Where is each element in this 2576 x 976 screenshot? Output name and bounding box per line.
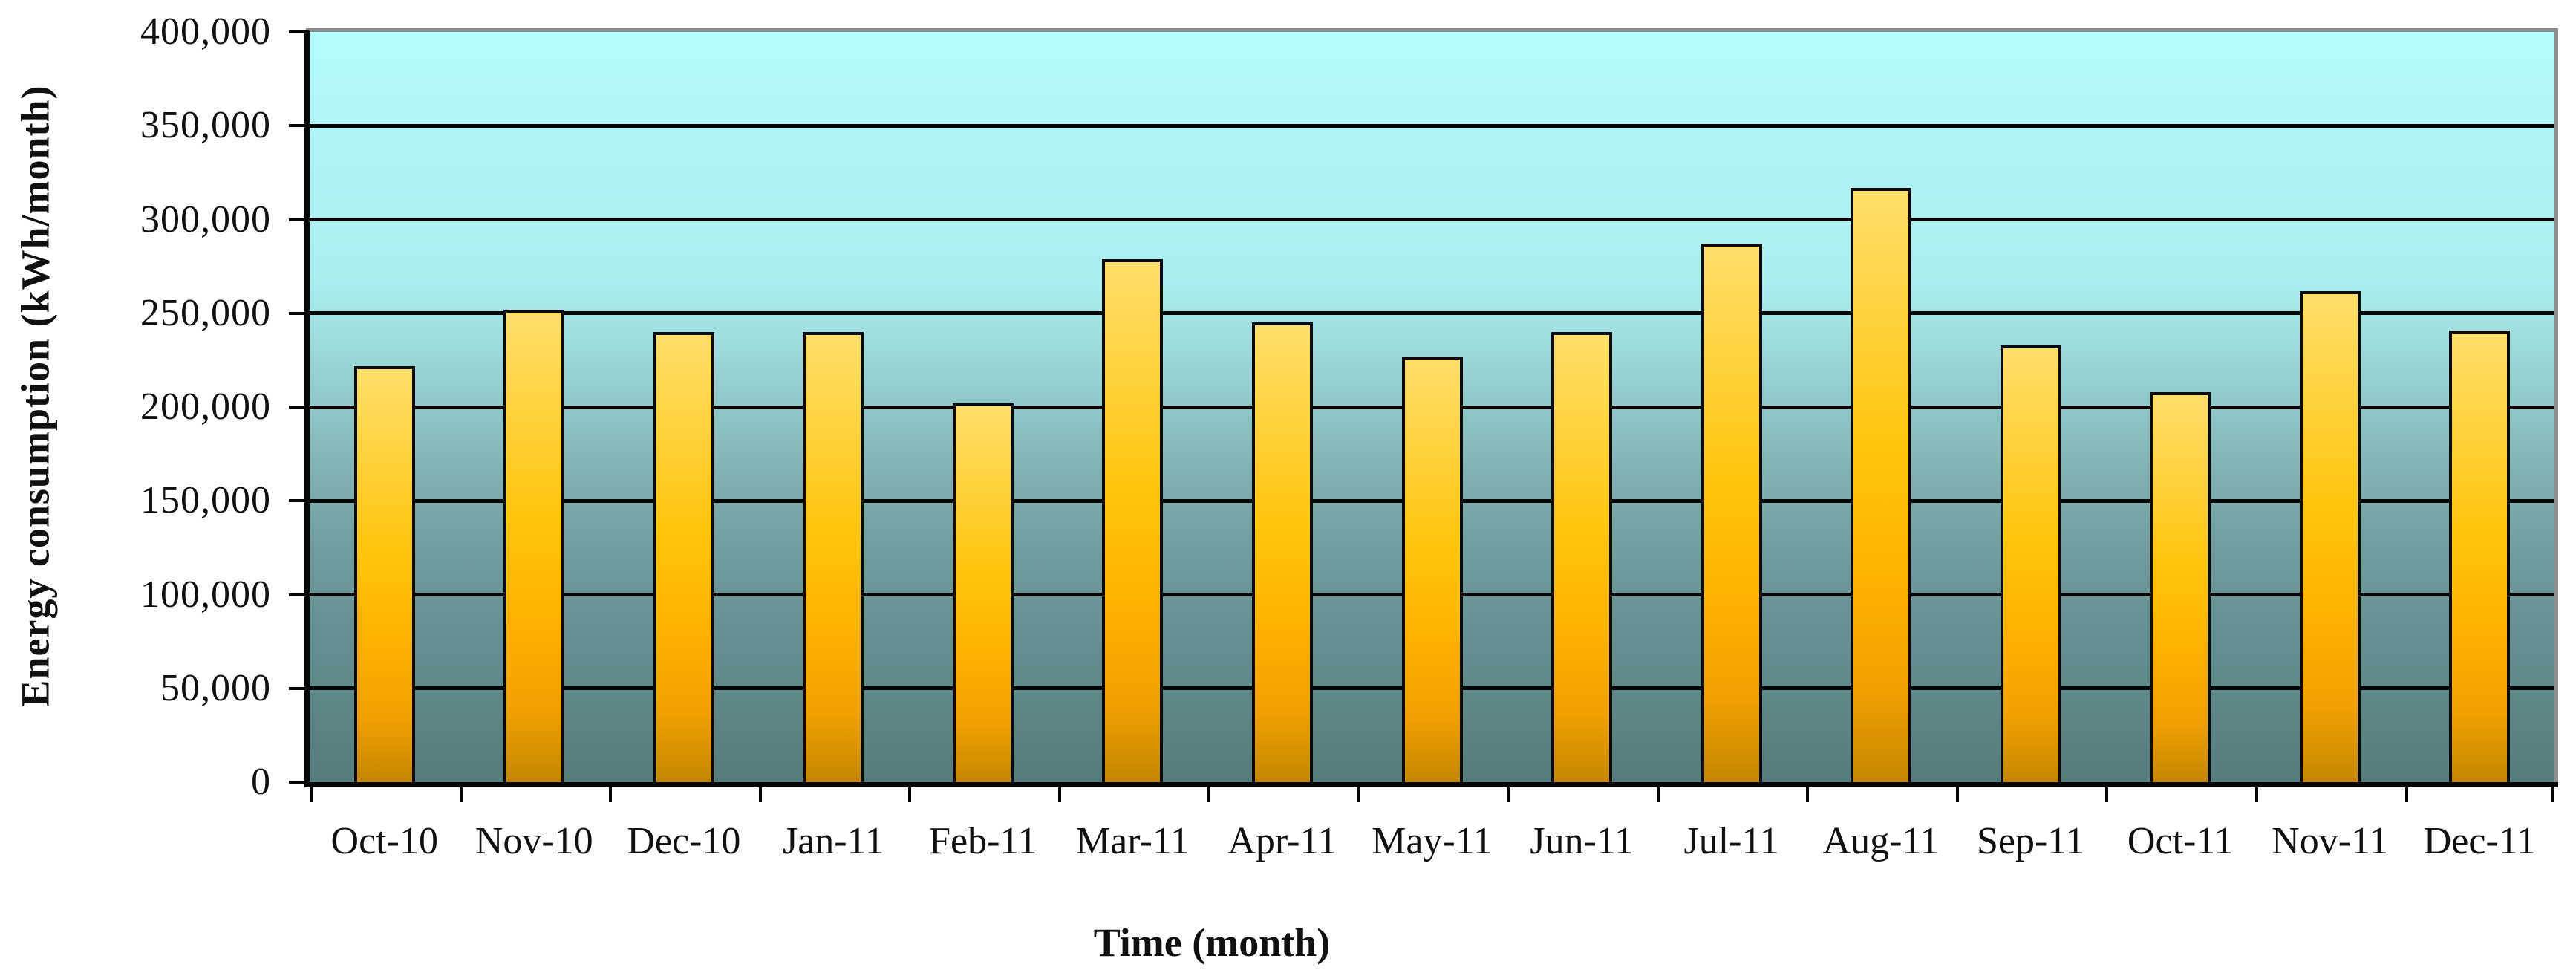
x-tick-label: Oct-11	[2127, 820, 2234, 862]
y-tick-label: 0	[251, 761, 271, 803]
bar-dec-11	[2449, 330, 2511, 782]
x-tick-label: Feb-11	[929, 820, 1037, 862]
x-axis-tick-mark	[1656, 784, 1660, 802]
x-tick-label: Jul-11	[1683, 820, 1779, 862]
gridline	[310, 311, 2554, 316]
x-axis-tick-mark	[2551, 784, 2554, 802]
y-axis-tick-mark	[289, 686, 310, 690]
bar-dec-10	[653, 332, 714, 782]
x-tick-label: Sep-11	[1976, 820, 2085, 862]
bar-sep-11	[2000, 345, 2061, 782]
y-tick-label: 250,000	[140, 291, 271, 334]
y-axis-tick-mark	[289, 499, 310, 503]
y-tick-label: 150,000	[140, 479, 271, 522]
y-tick-label: 100,000	[140, 573, 271, 616]
y-tick-label: 200,000	[140, 385, 271, 428]
x-axis-tick-mark	[1507, 784, 1510, 802]
x-axis-tick-mark	[609, 784, 613, 802]
y-axis-line	[304, 32, 310, 787]
x-axis-tick-mark	[459, 784, 463, 802]
bar-oct-11	[2150, 391, 2211, 782]
x-axis-tick-mark	[2404, 784, 2408, 802]
bar-nov-10	[503, 309, 565, 782]
y-axis-tick-mark	[289, 218, 310, 221]
bar-jan-11	[803, 332, 864, 782]
x-tick-label: Dec-10	[627, 820, 741, 862]
x-tick-label: Dec-11	[2423, 820, 2536, 862]
gridline	[310, 218, 2554, 221]
y-axis-tick-mark	[289, 781, 310, 784]
y-axis-tick-mark	[289, 311, 310, 315]
y-tick-label: 50,000	[160, 666, 271, 709]
x-tick-label: Oct-10	[330, 820, 438, 862]
bar-mar-11	[1102, 258, 1164, 782]
y-tick-label: 400,000	[140, 10, 271, 53]
plot-right-border	[2554, 28, 2558, 787]
x-tick-label: Nov-10	[475, 820, 593, 862]
x-axis-tick-mark	[908, 784, 912, 802]
x-axis-tick-mark	[1207, 784, 1211, 802]
y-tick-label: 350,000	[140, 104, 271, 147]
x-axis-tick-mark	[1806, 784, 1810, 802]
bar-feb-11	[952, 403, 1014, 782]
plot-top-border	[306, 28, 2558, 32]
x-axis-tick-mark	[1357, 784, 1360, 802]
y-axis-title: Energy consumption (kWh/month)	[6, 30, 65, 761]
x-axis-line	[304, 782, 2558, 787]
bar-jun-11	[1551, 332, 1612, 782]
x-tick-label: Jun-11	[1530, 820, 1634, 862]
y-axis-tick-mark	[289, 406, 310, 409]
x-axis-tick-mark	[310, 784, 313, 802]
x-tick-label: Mar-11	[1075, 820, 1190, 862]
x-axis-tick-mark	[2254, 784, 2258, 802]
x-tick-label: May-11	[1372, 820, 1493, 862]
y-axis-tick-mark	[289, 30, 310, 33]
y-tick-label: 300,000	[140, 198, 271, 241]
x-axis-tick-mark	[758, 784, 762, 802]
x-tick-label: Jan-11	[782, 820, 884, 862]
bar-aug-11	[1851, 187, 1912, 782]
x-tick-label: Aug-11	[1822, 820, 1940, 862]
bar-nov-11	[2299, 290, 2361, 782]
x-tick-label: Nov-11	[2272, 820, 2389, 862]
bar-apr-11	[1252, 322, 1313, 782]
x-tick-label: Apr-11	[1227, 820, 1337, 862]
y-axis-title-text: Energy consumption (kWh/month)	[13, 84, 59, 707]
y-axis-tick-mark	[289, 124, 310, 128]
x-axis-tick-mark	[2105, 784, 2109, 802]
bar-may-11	[1401, 356, 1463, 782]
bar-oct-10	[353, 365, 415, 782]
x-axis-tick-mark	[1955, 784, 1959, 802]
gridline	[310, 123, 2554, 128]
y-axis-tick-mark	[289, 593, 310, 596]
x-axis-tick-mark	[1057, 784, 1061, 802]
x-axis-title: Time (month)	[1093, 920, 1331, 965]
bar-jul-11	[1701, 244, 1762, 782]
